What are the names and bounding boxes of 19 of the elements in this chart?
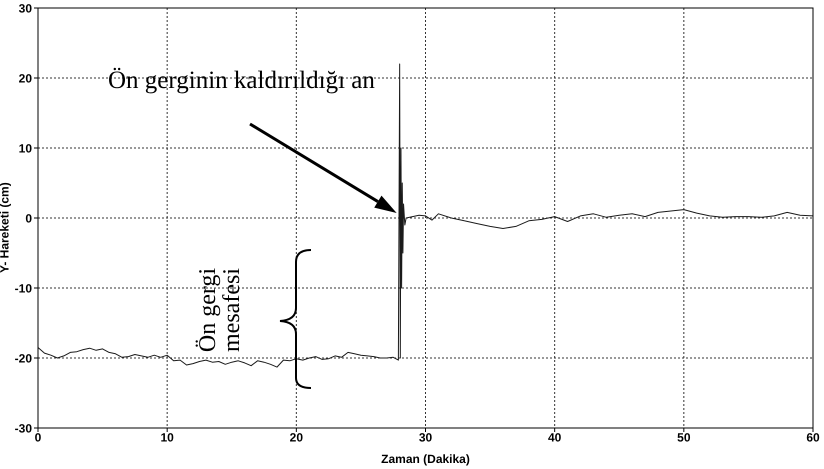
annotation: Ön gerginin kaldırıldığı an (108, 67, 376, 94)
y-tick-label: 10 (18, 141, 32, 156)
y-tick-label: -30 (14, 421, 32, 436)
y-tick-label: 0 (25, 211, 32, 226)
x-tick-label: 40 (548, 430, 562, 445)
x-tick-label: 60 (806, 430, 820, 445)
line-series (38, 64, 813, 368)
y-tick-label: 20 (18, 71, 32, 86)
y-tick-label: 30 (18, 1, 32, 16)
x-tick-label: 30 (418, 430, 432, 445)
x-axis-title: Zaman (Dakika) (381, 452, 470, 466)
y-tick-label: -20 (14, 351, 32, 366)
y-tick-label: -10 (14, 281, 32, 296)
x-tick-label: 10 (160, 430, 174, 445)
y-axis-title: Y- Hareketi (cm) (0, 182, 12, 273)
x-tick-label: 0 (34, 430, 42, 445)
annotation: Ön gergi mesafesi (195, 268, 245, 352)
x-tick-label: 20 (290, 430, 304, 445)
x-tick-label: 50 (677, 430, 691, 445)
